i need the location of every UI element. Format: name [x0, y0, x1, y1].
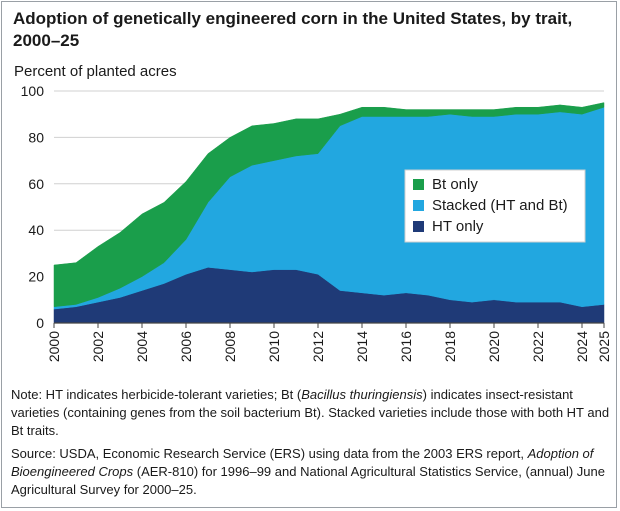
x-tick-label-2012: 2012	[310, 331, 326, 362]
x-tick-label-2025: 2025	[596, 331, 612, 362]
legend-box	[404, 169, 586, 243]
legend-label-1: Stacked (HT and Bt)	[432, 197, 568, 214]
chart-source: Source: USDA, Economic Research Service …	[11, 445, 611, 499]
x-tick-label-2024: 2024	[574, 331, 590, 362]
legend-swatch-0	[413, 179, 424, 190]
y-tick-label-0: 0	[36, 315, 44, 331]
axes	[53, 322, 605, 328]
legend-label-2: HT only	[432, 218, 484, 235]
legend-label-0: Bt only	[432, 176, 478, 193]
x-tick-label-2018: 2018	[442, 331, 458, 362]
x-tick-label-2022: 2022	[530, 331, 546, 362]
note-text-italic: Bacillus thuringiensis	[301, 387, 423, 402]
x-tick-label-2002: 2002	[90, 331, 106, 362]
x-tick-labels: 2000 2002 2004 2006 2008 2010 2012 2014 2016 2018…	[46, 331, 612, 362]
chart-svg: 0 20 40 60 80 100 2000 2002 2004 2006 2008 2010 201…	[21, 83, 612, 362]
x-tick-label-2004: 2004	[134, 331, 150, 362]
y-tick-label-40: 40	[28, 222, 44, 238]
y-axis-label: Percent of planted acres	[14, 63, 177, 80]
x-tick-label-2016: 2016	[398, 331, 414, 362]
legend-swatch-2	[413, 221, 424, 232]
chart-note: Note: HT indicates herbicide-tolerant va…	[11, 386, 611, 440]
y-tick-labels: 0 20 40 60 80 100	[21, 83, 45, 331]
source-text-2: (AER-810) for 1996–99 and National Agric…	[11, 464, 605, 497]
x-tick-label-2010: 2010	[266, 331, 282, 362]
x-tick-label-2000: 2000	[46, 331, 62, 362]
y-tick-label-100: 100	[21, 83, 45, 99]
y-tick-label-20: 20	[28, 269, 44, 285]
x-tick-label-2006: 2006	[178, 331, 194, 362]
y-tick-label-80: 80	[28, 129, 44, 145]
source-text-1: Source: USDA, Economic Research Service …	[11, 446, 528, 461]
area-series	[53, 102, 605, 324]
x-tick-label-2020: 2020	[486, 331, 502, 362]
chart-title: Adoption of genetically engineered corn …	[13, 9, 573, 50]
x-tick-label-2014: 2014	[354, 331, 370, 362]
legend: Bt only Stacked (HT and Bt) HT only	[404, 169, 586, 243]
note-text-1: Note: HT indicates herbicide-tolerant va…	[11, 387, 302, 402]
source-text-italic: Adoption of Bioengineered Crops	[11, 446, 594, 479]
note-text-2: ) indicates insect-resistant varieties (…	[11, 387, 610, 438]
y-tick-label-60: 60	[28, 176, 44, 192]
area-bt-only	[53, 102, 605, 308]
legend-swatch-1	[413, 200, 424, 211]
x-tick-label-2008: 2008	[222, 331, 238, 362]
